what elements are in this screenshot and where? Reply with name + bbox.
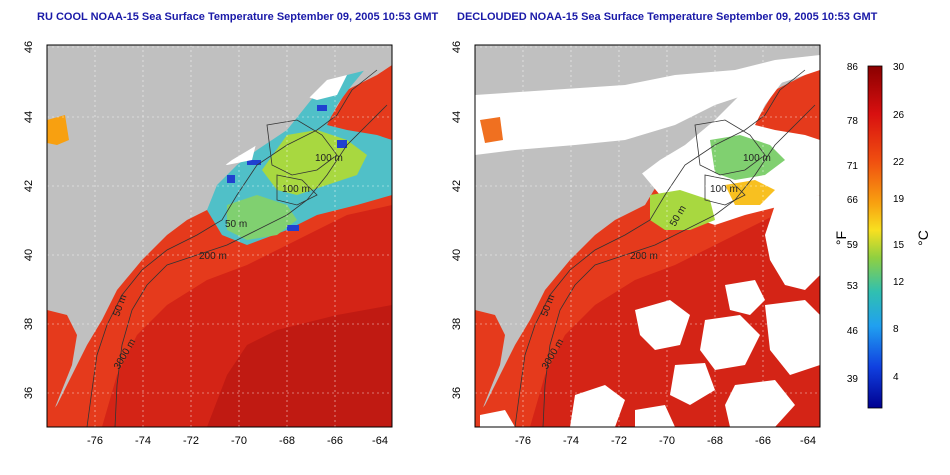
y-tick-label: 36 <box>451 387 463 399</box>
y-tick-label: 42 <box>23 180 35 192</box>
x-tick-label: -72 <box>183 435 199 447</box>
x-tick-label: -72 <box>611 435 627 447</box>
x-tick-label: -76 <box>515 435 531 447</box>
isobath-lines <box>86 69 388 428</box>
y-tick-label: 42 <box>451 180 463 192</box>
grid-lines <box>475 45 820 427</box>
x-tick-label: -70 <box>659 435 675 447</box>
x-tick-label: -74 <box>563 435 579 447</box>
c-tick-label: 15 <box>893 240 905 251</box>
c-tick-label: 22 <box>893 157 905 168</box>
left-y-axis: 46 44 42 40 38 36 <box>23 41 35 399</box>
chesapeake-water <box>47 310 77 420</box>
celsius-unit-label: °C <box>915 230 931 246</box>
x-tick-label: -64 <box>800 435 816 447</box>
x-tick-label: -70 <box>231 435 247 447</box>
f-tick-label: 53 <box>847 281 859 292</box>
lake-patch <box>480 117 503 143</box>
f-tick-label: 66 <box>847 195 859 206</box>
colorbar-gradient <box>867 65 883 409</box>
sargasso-hot <box>207 305 392 427</box>
contour-label: 200 m <box>630 251 658 262</box>
isobath-lines <box>514 69 816 428</box>
c-tick-label: 4 <box>893 372 899 383</box>
x-tick-label: -68 <box>279 435 295 447</box>
c-tick-label: 26 <box>893 110 905 121</box>
map-frame <box>474 44 821 428</box>
f-tick-label: 46 <box>847 326 859 337</box>
c-tick-label: 12 <box>893 277 905 288</box>
c-tick-label: 30 <box>893 62 905 73</box>
f-tick-label: 86 <box>847 62 859 73</box>
contour-label: 200 m <box>199 251 227 262</box>
map-frame <box>46 44 393 428</box>
fahrenheit-unit-label: °F <box>833 231 849 245</box>
cool-patch <box>710 135 785 180</box>
right-map-title: DECLOUDED NOAA-15 Sea Surface Temperatur… <box>457 11 878 23</box>
contour-label: 100 m <box>710 184 738 195</box>
celsius-ticks: 30 26 22 19 15 12 8 4 <box>893 62 905 383</box>
f-tick-label: 59 <box>847 240 859 251</box>
y-tick-label: 38 <box>451 318 463 330</box>
c-tick-label: 19 <box>893 194 905 205</box>
f-tick-label: 78 <box>847 116 859 127</box>
y-tick-label: 40 <box>23 249 35 261</box>
x-tick-label: -68 <box>707 435 723 447</box>
contour-label: 50 m <box>225 219 247 230</box>
c-tick-label: 8 <box>893 324 899 335</box>
contour-label: 100 m <box>743 153 771 164</box>
x-tick-label: -74 <box>135 435 151 447</box>
y-tick-label: 36 <box>23 387 35 399</box>
fahrenheit-ticks: 86 78 71 66 59 53 46 39 <box>847 62 859 385</box>
grid-lines <box>47 45 392 427</box>
chesapeake-water <box>475 310 505 420</box>
contour-label: 100 m <box>282 184 310 195</box>
lake-patch <box>47 115 69 145</box>
contour-label: 100 m <box>315 153 343 164</box>
x-tick-label: -66 <box>755 435 771 447</box>
colorbar: 86 78 71 66 59 53 46 39 30 26 22 19 15 1… <box>833 62 931 409</box>
x-tick-label: -64 <box>372 435 388 447</box>
y-tick-label: 46 <box>451 41 463 53</box>
x-tick-label: -76 <box>87 435 103 447</box>
y-tick-label: 40 <box>451 249 463 261</box>
f-tick-label: 39 <box>847 374 859 385</box>
cool-patch <box>227 195 297 240</box>
y-tick-label: 44 <box>23 111 35 123</box>
north-america-land <box>47 45 392 405</box>
f-tick-label: 71 <box>847 161 859 172</box>
left-x-axis: -76 -74 -72 -70 -68 -66 -64 <box>87 435 388 447</box>
cloud-patches <box>480 195 820 427</box>
y-tick-label: 38 <box>23 318 35 330</box>
y-tick-label: 46 <box>23 41 35 53</box>
cool-patch <box>650 190 715 230</box>
right-y-axis: 46 44 42 40 38 36 <box>451 41 463 399</box>
left-map[interactable]: 100 m 100 m 50 m 200 m 50 m 3000 m <box>46 44 393 428</box>
left-map-title: RU COOL NOAA-15 Sea Surface Temperature … <box>37 11 439 23</box>
right-x-axis: -76 -74 -72 -70 -68 -66 -64 <box>515 435 816 447</box>
y-tick-label: 44 <box>451 111 463 123</box>
x-tick-label: -66 <box>327 435 343 447</box>
right-map[interactable]: 100 m 100 m 50 m 200 m 50 m 3000 m <box>474 44 821 428</box>
land-cloud-mask <box>475 55 820 155</box>
